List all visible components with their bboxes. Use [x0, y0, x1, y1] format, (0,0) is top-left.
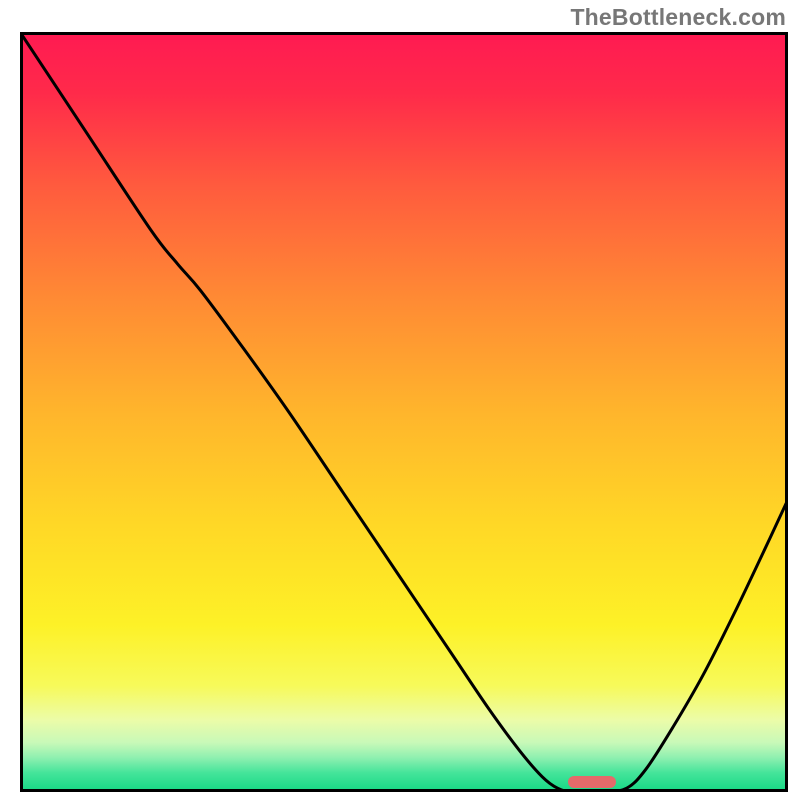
bottleneck-chart: TheBottleneck.com — [0, 0, 800, 800]
chart-svg — [20, 32, 788, 792]
watermark-label: TheBottleneck.com — [570, 4, 786, 31]
plot-area — [20, 32, 788, 792]
optimal-marker — [568, 776, 616, 788]
plot-border — [22, 34, 787, 791]
bottleneck-curve — [20, 32, 788, 792]
